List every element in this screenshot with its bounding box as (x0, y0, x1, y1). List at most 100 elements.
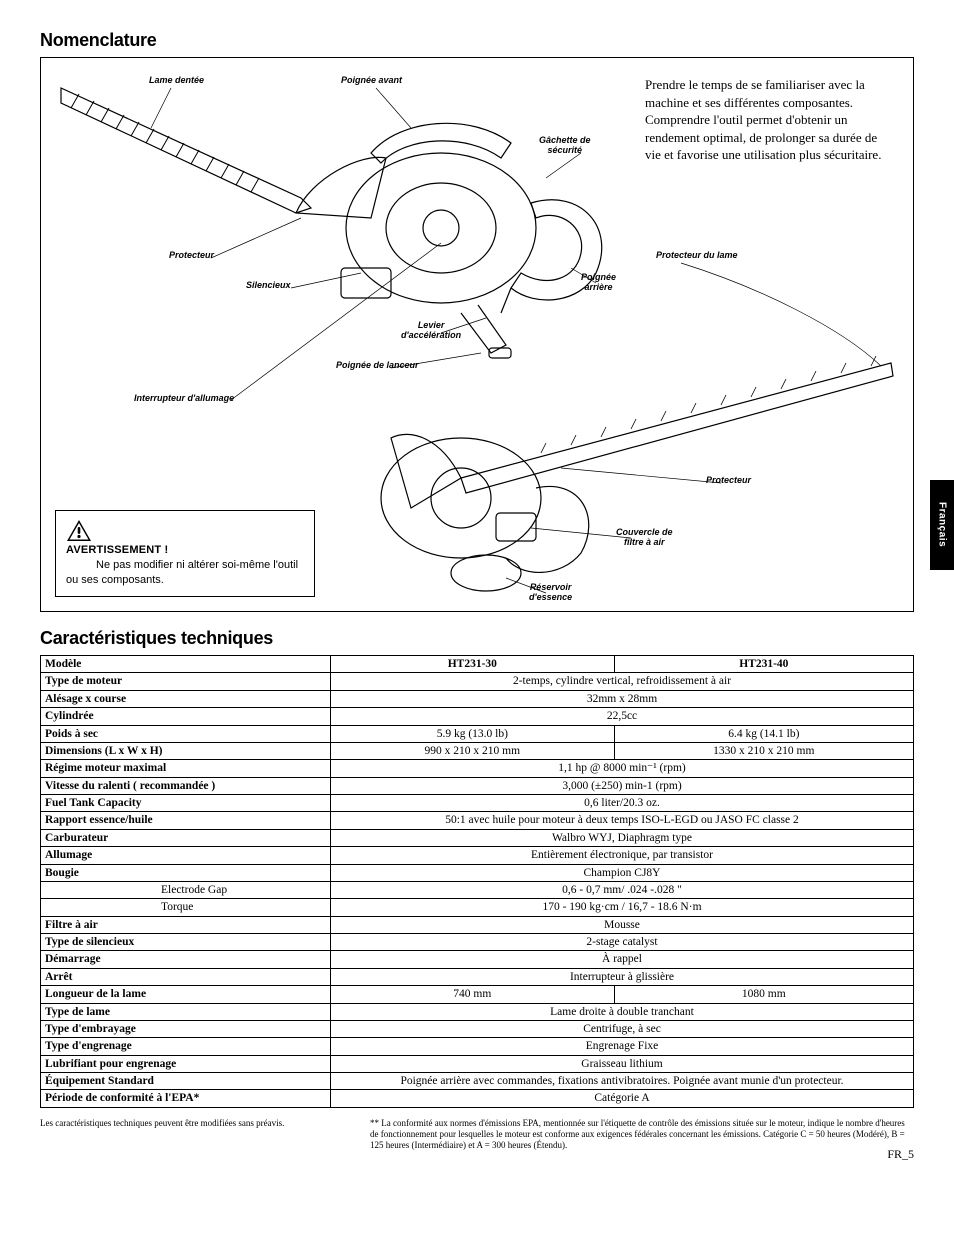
spec-label: Démarrage (41, 951, 331, 968)
table-row: Rapport essence/huile50:1 avec huile pou… (41, 812, 914, 829)
spec-value: Entièrement électronique, par transistor (331, 847, 914, 864)
callout-lame-dentee: Lame dentée (149, 76, 204, 86)
spec-label: Poids à sec (41, 725, 331, 742)
spec-value: 22,5cc (331, 708, 914, 725)
spec-label: Filtre à air (41, 916, 331, 933)
callout-levier: Levier d'accélération (401, 321, 461, 341)
spec-value: 170 - 190 kg·cm / 16,7 - 18.6 N·m (331, 899, 914, 916)
spec-table: ModèleHT231-30HT231-40Type de moteur2-te… (40, 655, 914, 1108)
table-row: Type de lameLame droite à double trancha… (41, 1003, 914, 1020)
spec-label: Cylindrée (41, 708, 331, 725)
table-row: Longueur de la lame740 mm1080 mm (41, 986, 914, 1003)
table-row: Vitesse du ralenti ( recommandée )3,000 … (41, 777, 914, 794)
table-row: Cylindrée22,5cc (41, 708, 914, 725)
spec-value: 5.9 kg (13.0 lb) (331, 725, 615, 742)
spec-label: Arrêt (41, 968, 331, 985)
section-title-specs: Caractéristiques techniques (40, 628, 914, 649)
page-number: FR_5 (887, 1147, 914, 1162)
spec-value: 6.4 kg (14.1 lb) (614, 725, 913, 742)
spec-value: Walbro WYJ, Diaphragm type (331, 829, 914, 846)
spec-header-label: Modèle (41, 656, 331, 673)
warning-icon (66, 519, 92, 543)
spec-label: Carburateur (41, 829, 331, 846)
spec-value: 2-stage catalyst (331, 934, 914, 951)
warning-title: AVERTISSEMENT ! (66, 544, 168, 556)
callout-protecteur2: Protecteur (706, 476, 751, 486)
table-row: Période de conformité à l'EPA*Catégorie … (41, 1090, 914, 1107)
footnotes: Les caractéristiques techniques peuvent … (40, 1118, 914, 1152)
spec-label: Bougie (41, 864, 331, 881)
spec-label: Electrode Gap (41, 881, 331, 898)
table-row: Filtre à airMousse (41, 916, 914, 933)
table-row: Régime moteur maximal1,1 hp @ 8000 min⁻¹… (41, 760, 914, 777)
table-row: Dimensions (L x W x H)990 x 210 x 210 mm… (41, 742, 914, 759)
spec-value: 0,6 - 0,7 mm/ .024 -.028 " (331, 881, 914, 898)
table-row: ArrêtInterrupteur à glissière (41, 968, 914, 985)
callout-protecteur: Protecteur (169, 251, 214, 261)
spec-label: Rapport essence/huile (41, 812, 331, 829)
callout-reservoir: Réservoir d'essence (529, 583, 572, 603)
spec-label: Type de lame (41, 1003, 331, 1020)
section-title-nomenclature: Nomenclature (40, 30, 914, 51)
spec-label: Torque (41, 899, 331, 916)
callout-protecteur-lame: Protecteur du lame (656, 251, 738, 261)
spec-value: 50:1 avec huile pour moteur à deux temps… (331, 812, 914, 829)
spec-label: Équipement Standard (41, 1073, 331, 1090)
spec-value: À rappel (331, 951, 914, 968)
spec-label: Lubrifiant pour engrenage (41, 1055, 331, 1072)
table-row: Torque170 - 190 kg·cm / 16,7 - 18.6 N·m (41, 899, 914, 916)
table-row: Poids à sec5.9 kg (13.0 lb)6.4 kg (14.1 … (41, 725, 914, 742)
table-row: Type d'engrenageEngrenage Fixe (41, 1038, 914, 1055)
spec-label: Type d'embrayage (41, 1020, 331, 1037)
callout-poignee-lanceur: Poignée de lanceur (336, 361, 419, 371)
callout-poignee-arriere: Poignée arrière (581, 273, 616, 293)
spec-value: Centrifuge, à sec (331, 1020, 914, 1037)
table-row: BougieChampion CJ8Y (41, 864, 914, 881)
spec-value: 3,000 (±250) min-1 (rpm) (331, 777, 914, 794)
spec-label: Fuel Tank Capacity (41, 795, 331, 812)
spec-label: Longueur de la lame (41, 986, 331, 1003)
table-row: CarburateurWalbro WYJ, Diaphragm type (41, 829, 914, 846)
spec-value: Lame droite à double tranchant (331, 1003, 914, 1020)
spec-value: 740 mm (331, 986, 615, 1003)
spec-value: 32mm x 28mm (331, 690, 914, 707)
warning-box: AVERTISSEMENT ! Ne pas modifier ni altér… (55, 510, 315, 597)
spec-value: Champion CJ8Y (331, 864, 914, 881)
spec-label: Période de conformité à l'EPA* (41, 1090, 331, 1107)
spec-header-col1: HT231-30 (331, 656, 615, 673)
spec-value: 990 x 210 x 210 mm (331, 742, 615, 759)
spec-value: 1,1 hp @ 8000 min⁻¹ (rpm) (331, 760, 914, 777)
spec-value: Poignée arrière avec commandes, fixation… (331, 1073, 914, 1090)
spec-value: 2-temps, cylindre vertical, refroidissem… (331, 673, 914, 690)
nomenclature-figure: Prendre le temps de se familiariser avec… (40, 57, 914, 612)
spec-label: Allumage (41, 847, 331, 864)
spec-value: 0,6 liter/20.3 oz. (331, 795, 914, 812)
table-row: Alésage x course32mm x 28mm (41, 690, 914, 707)
spec-value: Mousse (331, 916, 914, 933)
callout-poignee-avant: Poignée avant (341, 76, 402, 86)
spec-label: Type de moteur (41, 673, 331, 690)
spec-label: Alésage x course (41, 690, 331, 707)
spec-label: Type d'engrenage (41, 1038, 331, 1055)
footnote-right: ** La conformité aux normes d'émissions … (370, 1118, 914, 1152)
callout-silencieux: Silencieux (246, 281, 291, 291)
spec-label: Vitesse du ralenti ( recommandée ) (41, 777, 331, 794)
spec-value: Engrenage Fixe (331, 1038, 914, 1055)
language-tab: Français (930, 480, 954, 570)
table-row: DémarrageÀ rappel (41, 951, 914, 968)
footnote-left: Les caractéristiques techniques peuvent … (40, 1118, 340, 1152)
spec-value: Interrupteur à glissière (331, 968, 914, 985)
intro-paragraph: Prendre le temps de se familiariser avec… (645, 76, 895, 164)
callout-interrupteur: Interrupteur d'allumage (134, 394, 234, 404)
spec-value: 1330 x 210 x 210 mm (614, 742, 913, 759)
table-row: Fuel Tank Capacity0,6 liter/20.3 oz. (41, 795, 914, 812)
table-row: Type de moteur2-temps, cylindre vertical… (41, 673, 914, 690)
warning-lead: Ne pas modifier ni (96, 559, 185, 571)
table-row: Type de silencieux2-stage catalyst (41, 934, 914, 951)
spec-header-col2: HT231-40 (614, 656, 913, 673)
spec-label: Régime moteur maximal (41, 760, 331, 777)
table-row: Electrode Gap0,6 - 0,7 mm/ .024 -.028 " (41, 881, 914, 898)
table-row: Type d'embrayageCentrifuge, à sec (41, 1020, 914, 1037)
table-row: AllumageEntièrement électronique, par tr… (41, 847, 914, 864)
callout-gachette: Gâchette de sécurité (539, 136, 591, 156)
